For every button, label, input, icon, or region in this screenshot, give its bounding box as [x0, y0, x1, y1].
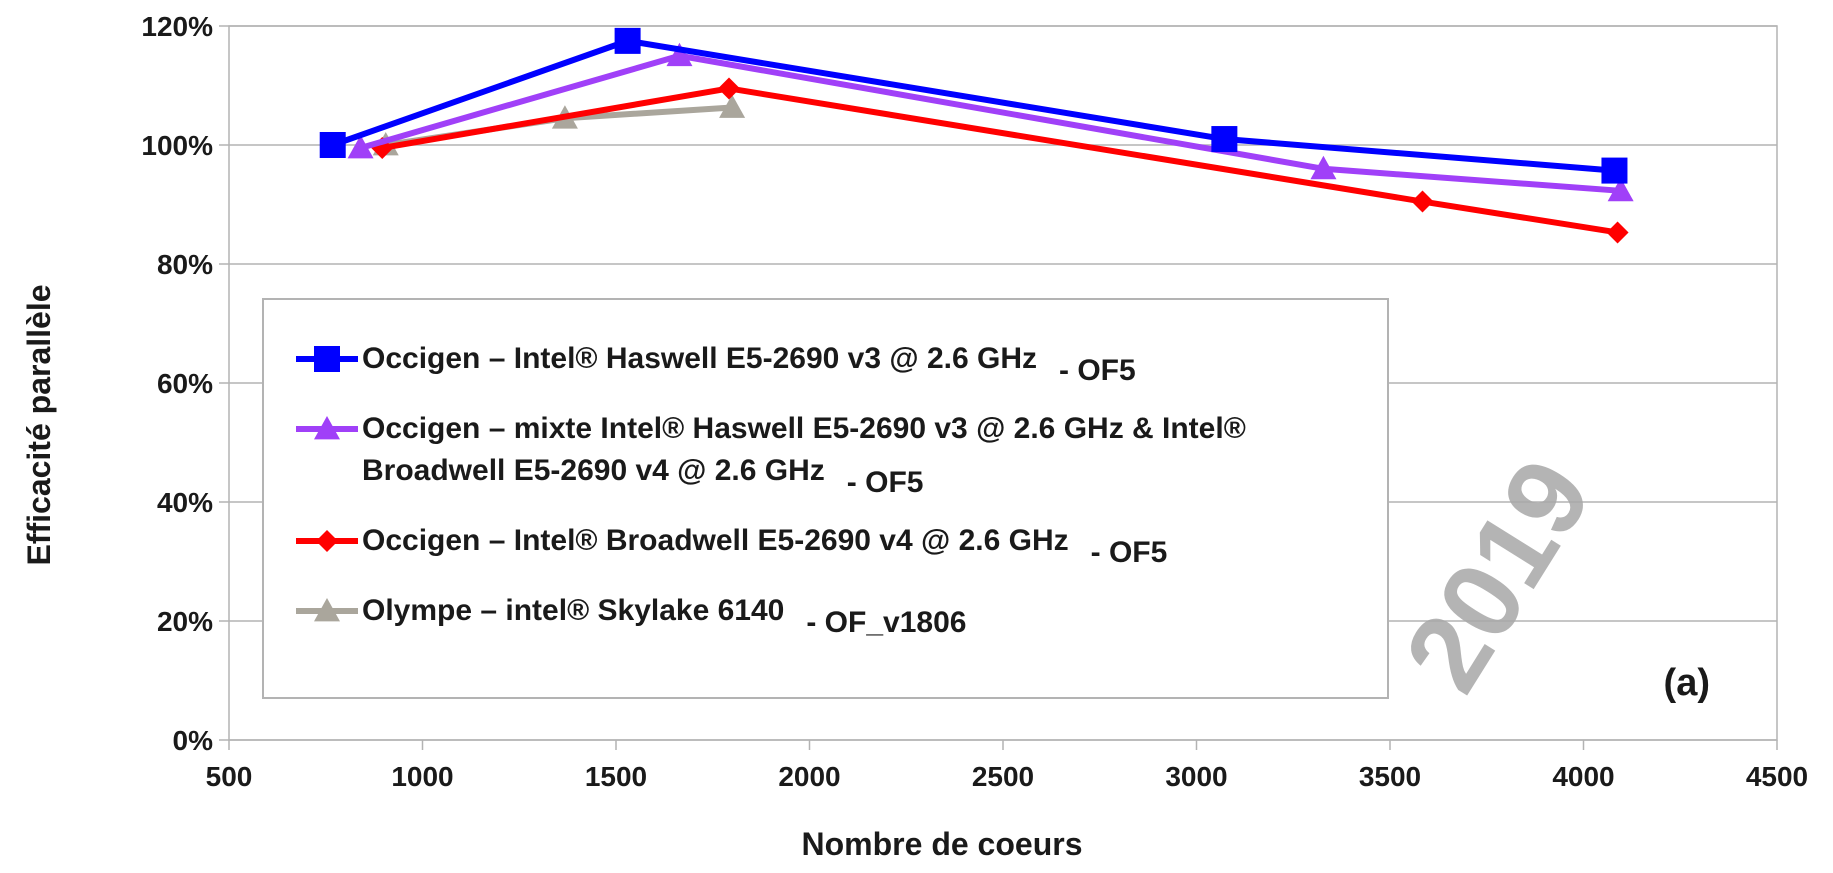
- legend-text: Occigen – Intel® Haswell E5-2690 v3 @ 2.…: [362, 338, 1352, 387]
- legend-item: Occigen – Intel® Haswell E5-2690 v3 @ 2.…: [294, 338, 1387, 387]
- data-point: [347, 134, 374, 159]
- legend-label: Olympe – intel® Skylake 6140: [362, 594, 785, 627]
- x-tick-label: 1000: [391, 761, 453, 792]
- legend-item: Occigen – Intel® Broadwell E5-2690 v4 @ …: [294, 520, 1387, 569]
- legend-marker: [314, 598, 340, 622]
- series-line: [359, 52, 1621, 194]
- y-tick-label: 0%: [173, 725, 214, 756]
- legend-swatch: [296, 598, 358, 622]
- x-tick-label: 3000: [1165, 761, 1227, 792]
- x-tick-label: 4500: [1746, 761, 1808, 792]
- annotation: (a): [1664, 662, 1710, 704]
- legend-suffix: - OF_v1806: [806, 606, 967, 639]
- legend-text: Occigen – Intel® Broadwell E5-2690 v4 @ …: [362, 520, 1352, 569]
- y-axis-label: Efficacité parallèle: [21, 284, 57, 565]
- legend-text: Olympe – intel® Skylake 6140 - OF_v1806: [362, 590, 1352, 639]
- legend-label: Occigen – mixte Intel® Haswell E5-2690 v…: [362, 412, 1246, 487]
- data-point: [719, 94, 746, 118]
- legend-marker: [316, 530, 338, 552]
- y-tick-label: 60%: [157, 368, 213, 399]
- legend-suffix: - OF5: [1059, 354, 1136, 387]
- legend-label: Occigen – Intel® Haswell E5-2690 v3 @ 2.…: [362, 342, 1037, 375]
- legend-item: Occigen – mixte Intel® Haswell E5-2690 v…: [294, 408, 1387, 499]
- data-point: [1310, 155, 1337, 180]
- data-point: [718, 77, 741, 100]
- y-tick-label: 20%: [157, 606, 213, 637]
- legend-item: Olympe – intel® Skylake 6140 - OF_v1806: [294, 590, 1387, 639]
- data-point: [1411, 190, 1434, 213]
- x-axis-label: Nombre de coeurs: [802, 826, 1083, 862]
- y-tick-label: 40%: [157, 487, 213, 518]
- legend-text: Occigen – mixte Intel® Haswell E5-2690 v…: [362, 408, 1352, 499]
- legend-label: Occigen – Intel® Broadwell E5-2690 v4 @ …: [362, 524, 1069, 557]
- x-tick-label: 2500: [972, 761, 1034, 792]
- y-tick-label: 80%: [157, 249, 213, 280]
- data-point: [1211, 126, 1238, 153]
- legend-swatch: [296, 346, 358, 372]
- data-point: [1601, 157, 1628, 184]
- y-tick-label: 100%: [141, 130, 213, 161]
- series-line: [331, 37, 1615, 174]
- watermark: 2019: [1381, 439, 1615, 712]
- legend-marker: [314, 346, 340, 372]
- y-tick-label: 120%: [141, 11, 213, 42]
- x-tick-label: 4000: [1552, 761, 1614, 792]
- legend-swatch: [296, 530, 358, 552]
- legend-marker: [314, 416, 340, 440]
- x-tick-label: 500: [206, 761, 253, 792]
- legend-suffix: - OF5: [846, 466, 924, 499]
- data-point: [1607, 177, 1634, 202]
- legend: Occigen – Intel® Haswell E5-2690 v3 @ 2.…: [262, 298, 1389, 699]
- legend-suffix: - OF5: [1090, 536, 1168, 569]
- x-tick-label: 3500: [1359, 761, 1421, 792]
- data-point: [1606, 221, 1629, 244]
- plot-frame: [228, 25, 1778, 741]
- data-point: [319, 132, 346, 158]
- legend-swatch: [296, 416, 358, 440]
- series-line: [381, 85, 1619, 236]
- x-tick-label: 1500: [585, 761, 647, 792]
- x-tick-label: 2000: [778, 761, 840, 792]
- data-point: [666, 42, 693, 67]
- data-point: [614, 27, 641, 54]
